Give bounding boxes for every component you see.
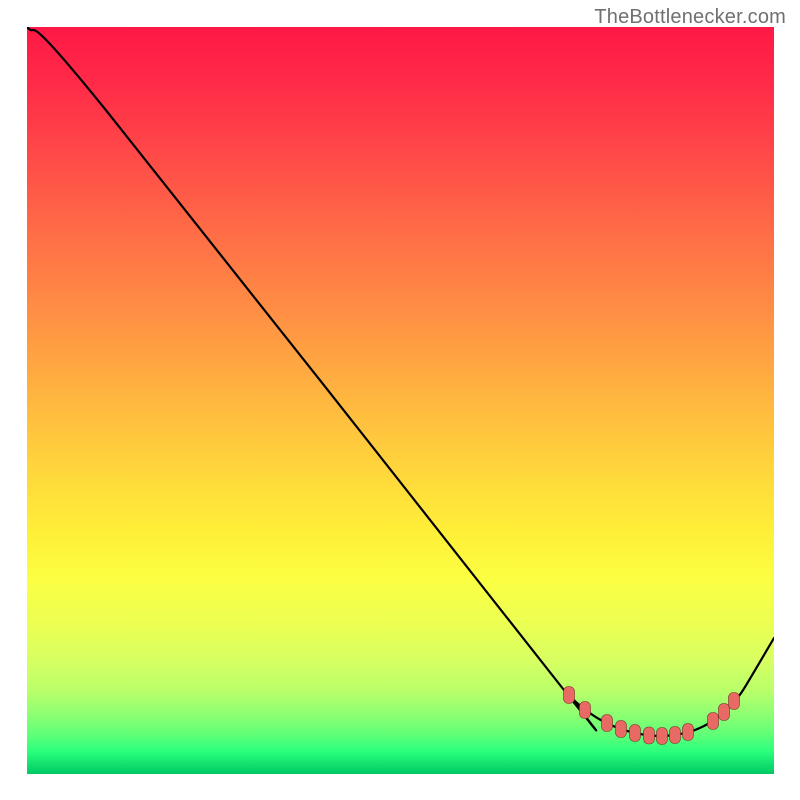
curve-marker xyxy=(564,687,575,704)
curve-marker xyxy=(602,715,613,732)
watermark-text: TheBottlenecker.com xyxy=(594,6,786,29)
curve-marker xyxy=(683,724,694,741)
gradient-background xyxy=(27,27,774,774)
curve-marker xyxy=(616,721,627,738)
curve-marker xyxy=(719,704,730,721)
chart-background xyxy=(27,27,774,774)
curve-marker xyxy=(580,702,591,719)
curve-marker xyxy=(644,727,655,744)
curve-marker xyxy=(729,693,740,710)
plot-area xyxy=(27,27,774,774)
curve-marker xyxy=(630,725,641,742)
curve-marker xyxy=(670,727,681,744)
curve-marker xyxy=(657,728,668,745)
curve-marker xyxy=(708,713,719,730)
